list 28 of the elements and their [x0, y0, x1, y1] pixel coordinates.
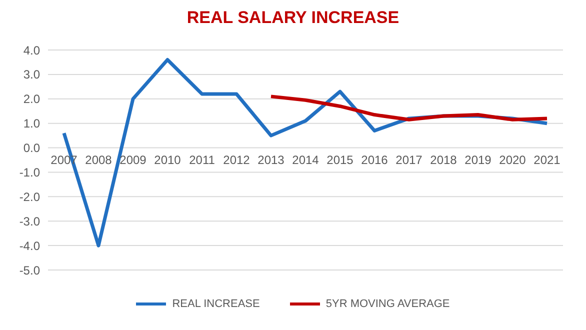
- y-tick-label: 1.0: [23, 116, 40, 131]
- y-tick-label: -5.0: [19, 263, 40, 278]
- y-tick-label: 2.0: [23, 92, 40, 106]
- x-tick-label: 2008: [85, 152, 112, 167]
- x-tick-label: 2009: [120, 152, 147, 167]
- x-tick-label: 2012: [223, 152, 250, 167]
- x-tick-label: 2017: [396, 152, 423, 167]
- x-tick-label: 2018: [430, 152, 458, 167]
- x-tick-label: 2021: [534, 152, 561, 167]
- legend-label: REAL INCREASE: [171, 298, 260, 310]
- y-tick-label: -1.0: [19, 165, 40, 180]
- y-tick-label: 4.0: [23, 43, 40, 58]
- chart-title: REAL SALARY INCREASE: [186, 8, 400, 28]
- y-tick-label: -2.0: [19, 190, 40, 204]
- x-tick-label: 2010: [154, 152, 182, 167]
- line-series: [269, 94, 549, 122]
- x-tick-label: 2020: [499, 152, 526, 167]
- y-tick-label: 3.0: [23, 68, 40, 82]
- x-tick-label: 2011: [189, 152, 216, 167]
- x-tick-label: 2019: [464, 152, 492, 167]
- x-tick-label: 2015: [326, 152, 354, 167]
- x-tick-label: 2013: [258, 152, 285, 167]
- x-tick-label: 2014: [292, 152, 320, 167]
- y-tick-label: -3.0: [19, 214, 40, 228]
- y-tick-label: -4.0: [19, 238, 40, 253]
- y-tick-label: 0.0: [23, 141, 40, 156]
- x-tick-label: 2016: [361, 152, 388, 167]
- legend-label: 5YR MOVING AVERAGE: [324, 298, 450, 310]
